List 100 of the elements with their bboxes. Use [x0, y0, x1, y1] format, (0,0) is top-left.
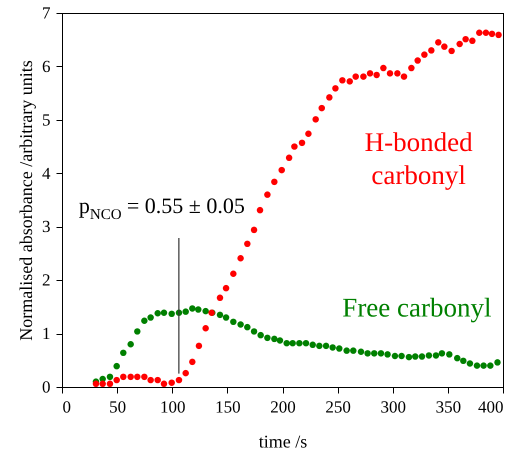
x-tick-label: 150 — [215, 398, 241, 416]
point — [250, 226, 258, 234]
point — [316, 342, 323, 350]
point — [360, 73, 367, 80]
point — [134, 328, 141, 335]
point — [408, 64, 415, 72]
point — [182, 370, 189, 376]
point — [343, 347, 350, 354]
point — [216, 294, 224, 302]
point — [494, 359, 501, 366]
point — [460, 358, 467, 364]
x-axis-title: time /s — [258, 432, 308, 452]
point — [216, 312, 224, 318]
y-tick-label: 2 — [42, 270, 50, 290]
point — [289, 340, 296, 346]
point — [346, 78, 353, 85]
point — [326, 94, 333, 101]
point — [378, 350, 384, 357]
point — [380, 64, 387, 72]
point — [189, 305, 196, 312]
point — [487, 362, 494, 369]
point — [283, 340, 290, 346]
x-tick-label: 0 — [62, 398, 71, 416]
point — [406, 354, 412, 360]
point — [113, 376, 120, 384]
x-tick-label: 100 — [160, 398, 186, 416]
point — [469, 38, 476, 44]
point — [421, 51, 428, 58]
point — [237, 255, 244, 262]
point — [237, 321, 244, 328]
point — [182, 308, 189, 315]
point — [322, 342, 330, 350]
point — [296, 340, 303, 346]
point — [386, 70, 394, 77]
point — [168, 310, 175, 318]
point — [394, 70, 401, 77]
point — [428, 47, 435, 54]
point — [480, 362, 487, 369]
point — [147, 376, 154, 384]
x-tick-label: 50 — [109, 398, 126, 416]
point — [176, 376, 182, 384]
point — [350, 347, 357, 354]
point — [370, 350, 378, 357]
point — [127, 374, 134, 380]
point — [446, 351, 453, 358]
point — [271, 336, 278, 342]
point — [358, 348, 364, 355]
point — [302, 340, 310, 346]
point — [339, 77, 346, 84]
point — [488, 30, 496, 38]
point — [230, 318, 237, 326]
point — [435, 39, 442, 46]
point — [448, 48, 455, 54]
point — [154, 376, 161, 384]
y-tick-label: 3 — [42, 217, 50, 236]
y-tick-label: 0 — [42, 378, 50, 396]
point — [195, 306, 202, 313]
point — [196, 342, 202, 350]
point — [160, 380, 168, 388]
point — [257, 332, 264, 338]
point — [230, 270, 237, 277]
point — [329, 344, 336, 351]
point — [276, 337, 284, 344]
point — [432, 352, 440, 359]
point — [392, 352, 398, 360]
point — [482, 30, 490, 36]
point — [256, 206, 264, 214]
y-tick-label: 1 — [42, 324, 50, 344]
point — [312, 116, 319, 123]
point — [278, 166, 285, 174]
point — [106, 380, 114, 388]
x-tick-label: 300 — [380, 398, 406, 416]
point — [147, 314, 154, 321]
point — [398, 352, 405, 360]
point — [202, 308, 209, 314]
point — [373, 72, 380, 78]
point — [336, 345, 343, 352]
point — [202, 324, 209, 332]
point — [99, 380, 106, 388]
y-tick-label: 5 — [42, 110, 50, 130]
point — [400, 73, 408, 80]
point — [366, 70, 374, 77]
point — [305, 130, 312, 137]
point — [286, 154, 292, 162]
point — [364, 350, 371, 357]
point — [384, 351, 391, 358]
point — [474, 362, 480, 369]
series-label: H-bonded carbonyl — [364, 126, 474, 190]
point — [120, 350, 127, 356]
point — [476, 30, 483, 36]
y-tick-label: 6 — [42, 56, 50, 76]
point — [244, 240, 251, 248]
point — [141, 374, 148, 380]
point — [291, 143, 298, 150]
point — [466, 360, 474, 367]
y-axis-title: Normalised absorbance /arbitrary units — [16, 60, 36, 341]
point — [168, 379, 175, 386]
point — [441, 43, 448, 50]
point — [412, 353, 418, 360]
x-tick-label: 200 — [270, 398, 296, 416]
